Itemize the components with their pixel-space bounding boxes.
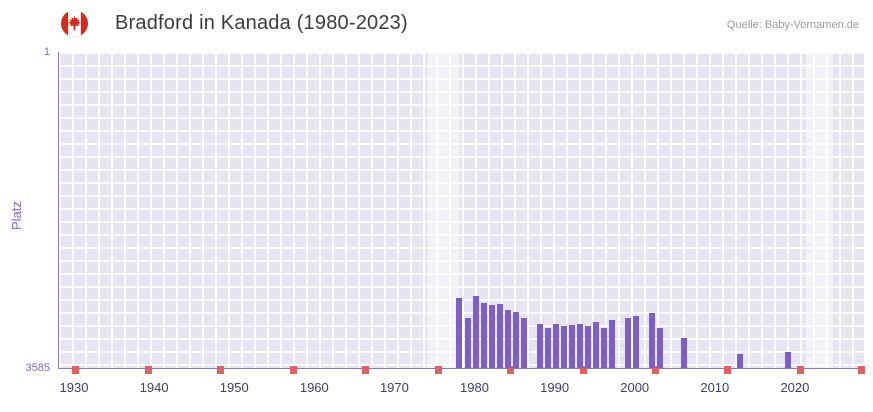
bar-1999[interactable]	[624, 318, 631, 368]
bar-2000[interactable]	[632, 316, 639, 368]
x-tick-1980: 1980	[460, 380, 489, 395]
bar-1996[interactable]	[600, 327, 607, 368]
bar-2013[interactable]	[736, 354, 743, 368]
highlight-band	[427, 52, 460, 368]
no-data-marker	[434, 366, 442, 374]
bar-1980[interactable]	[472, 296, 479, 368]
no-data-marker	[72, 366, 80, 374]
bar-1985[interactable]	[512, 312, 519, 368]
source-attribution: Quelle: Baby-Vornamen.de	[726, 19, 859, 31]
x-tick-1960: 1960	[299, 380, 329, 395]
bar-1994[interactable]	[584, 326, 591, 368]
no-data-marker	[362, 366, 370, 374]
x-tick-2020: 2020	[780, 380, 810, 395]
y-tick-top: 1	[43, 46, 50, 58]
bar-1984[interactable]	[504, 310, 511, 368]
bar-2006[interactable]	[680, 338, 687, 368]
bar-2019[interactable]	[784, 351, 791, 368]
no-data-marker	[652, 366, 659, 374]
canada-flag-icon	[61, 10, 88, 37]
bar-1990[interactable]	[552, 324, 559, 368]
page-title: Bradford in Kanada (1980-2023)	[115, 12, 408, 34]
x-tick-1990: 1990	[540, 380, 570, 395]
bar-2002[interactable]	[648, 312, 655, 368]
y-tick-bottom: 3585	[25, 362, 50, 374]
no-data-marker	[289, 366, 297, 374]
bar-1991[interactable]	[560, 326, 567, 368]
bar-1995[interactable]	[592, 321, 599, 368]
bar-1992[interactable]	[568, 325, 575, 368]
bar-1979[interactable]	[464, 318, 471, 368]
bar-1982[interactable]	[488, 304, 495, 368]
bar-1997[interactable]	[608, 319, 615, 368]
bar-2003[interactable]	[656, 327, 663, 368]
x-tick-2000: 2000	[620, 380, 650, 395]
x-tick-1930: 1930	[59, 380, 89, 395]
bar-1988[interactable]	[536, 324, 543, 368]
x-tick-1970: 1970	[379, 380, 409, 395]
x-tick-2010: 2010	[700, 380, 730, 395]
no-data-marker	[796, 366, 804, 374]
no-data-marker	[724, 366, 732, 374]
no-data-marker	[858, 366, 866, 374]
no-data-marker	[507, 366, 515, 374]
no-data-marker	[217, 366, 225, 374]
bar-1989[interactable]	[544, 327, 551, 368]
bar-1983[interactable]	[496, 304, 503, 368]
no-data-marker	[144, 366, 152, 374]
x-tick-1950: 1950	[219, 380, 249, 395]
highlight-band	[806, 52, 834, 368]
y-axis-label: Platz	[9, 201, 24, 230]
bar-1981[interactable]	[480, 303, 487, 368]
bar-1986[interactable]	[520, 318, 527, 368]
bar-1978[interactable]	[456, 297, 463, 368]
no-data-marker	[579, 366, 587, 374]
bar-1993[interactable]	[576, 324, 583, 368]
plot-area	[58, 52, 866, 374]
x-tick-1940: 1940	[139, 380, 169, 395]
